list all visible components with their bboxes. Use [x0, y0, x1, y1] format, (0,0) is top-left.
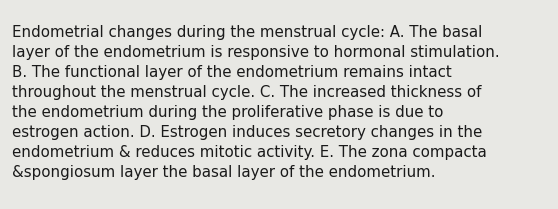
Text: Endometrial changes during the menstrual cycle: A. The basal
layer of the endome: Endometrial changes during the menstrual… — [12, 25, 500, 180]
